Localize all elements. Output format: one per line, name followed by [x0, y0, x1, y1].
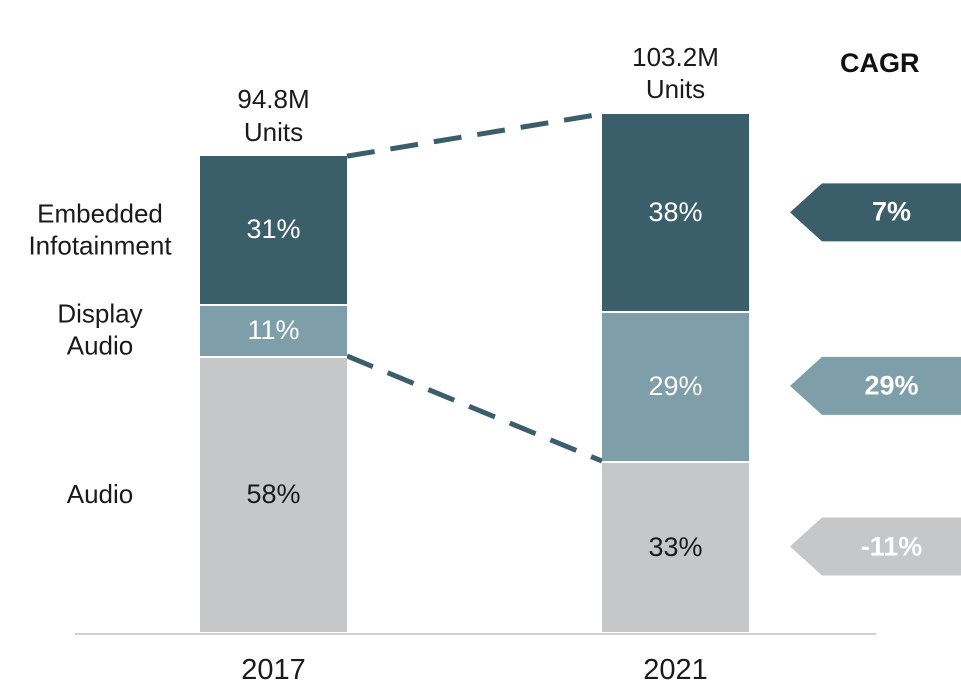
- cagr-label: 7%: [871, 196, 912, 227]
- cagr-arrow: [790, 356, 961, 415]
- series-label: Embedded Infotainment: [28, 198, 172, 261]
- value-label: 38%: [648, 196, 703, 227]
- x-tick-label: 2017: [241, 654, 306, 686]
- cagr-label: -11%: [860, 531, 923, 562]
- value-label: 29%: [648, 371, 703, 402]
- bar-segment: 31%: [200, 156, 347, 304]
- cagr-title: CAGR: [840, 48, 920, 78]
- value-label: 33%: [648, 531, 703, 562]
- cagr-label: 29%: [864, 370, 919, 401]
- bar-segment: 29%: [602, 310, 749, 462]
- value-label: 31%: [246, 214, 301, 245]
- bar: 33% 29% 38%: [602, 113, 749, 632]
- value-label: 11%: [247, 315, 300, 346]
- bar-segment: 33%: [602, 461, 749, 632]
- value-label: 58%: [246, 479, 301, 510]
- bar-segment: 38%: [602, 113, 749, 311]
- connector: [346, 353, 603, 464]
- cagr-arrow: [790, 517, 961, 576]
- series-label: Display Audio: [57, 298, 143, 361]
- total-label: 103.2M Units: [632, 41, 719, 105]
- cagr-arrow: [790, 183, 961, 242]
- total-label: 94.8M Units: [237, 84, 310, 147]
- bar: 58% 11% 31%: [200, 156, 347, 632]
- series-label: Audio: [66, 478, 134, 509]
- bar-segment: 11%: [200, 303, 347, 356]
- x-tick-label: 2021: [643, 654, 708, 686]
- bar-segment: 58%: [200, 355, 347, 632]
